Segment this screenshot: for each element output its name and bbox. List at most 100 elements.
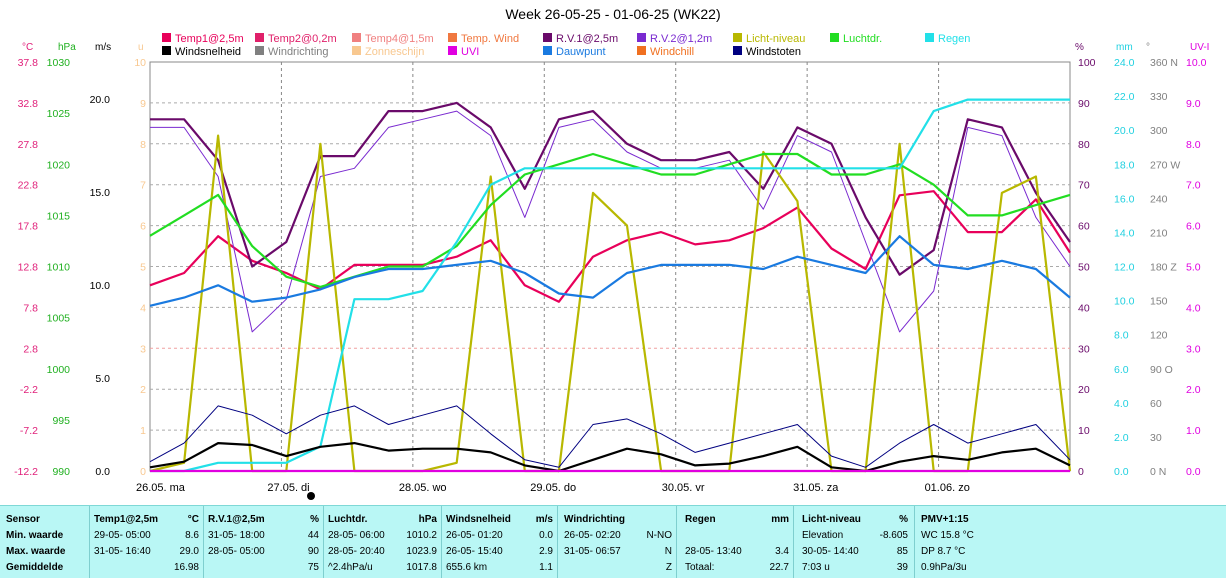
day-label: 01.06. zo xyxy=(925,482,970,494)
axis-tick-dir: 150 xyxy=(1150,296,1168,308)
legend-label: Windsnelheid xyxy=(175,46,241,58)
axis-tick-temp: -7.2 xyxy=(20,425,38,437)
stats-avg-label: Gemiddelde xyxy=(6,562,64,573)
stats-druk-avg: 1017.8 xyxy=(406,562,437,573)
stats-druk-min-time: 28-05- 06:00 xyxy=(328,530,385,541)
axis-tick-rain: 10.0 xyxy=(1114,296,1135,308)
stats-wind-max-time: 26-05- 15:40 xyxy=(446,546,503,557)
axis-unit-temp: °C xyxy=(22,42,33,53)
axis-tick-rain: 8.0 xyxy=(1114,330,1129,342)
stats-temp-col: Temp1@2,5m °C 29-05- 05:00 8.6 31-05- 16… xyxy=(89,506,203,578)
axis-tick-u: 9 xyxy=(140,98,146,110)
axis-tick-u: 5 xyxy=(140,262,146,274)
axis-tick-hum: 70 xyxy=(1078,180,1090,192)
stats-sensor-header: Sensor xyxy=(6,514,40,525)
axis-tick-uvi: 6.0 xyxy=(1186,221,1201,233)
axis-tick-temp: 37.8 xyxy=(18,57,39,69)
axis-tick-dir: 0 N xyxy=(1150,466,1166,478)
stats-druk-max-time: 28-05- 20:40 xyxy=(328,546,385,557)
axis-tick-rain: 16.0 xyxy=(1114,193,1135,205)
stats-regen-total: 22.7 xyxy=(769,562,789,573)
axis-tick-dir: 90 O xyxy=(1150,364,1173,376)
legend-label: UVI xyxy=(461,46,479,58)
weather-chart: Week 26-05-25 - 01-06-25 (WK22) Temp1@2,… xyxy=(14,6,1209,500)
axis-unit-uvi: UV-I xyxy=(1190,42,1209,53)
axis-tick-hum: 80 xyxy=(1078,139,1090,151)
legend-swatch xyxy=(543,33,552,42)
stats-pmv-pressure-trend: 0.9hPa/3u xyxy=(921,562,967,573)
stats-temp-header: Temp1@2,5m xyxy=(94,514,159,525)
axis-tick-uvi: 7.0 xyxy=(1186,180,1201,192)
legend-swatch xyxy=(352,46,361,55)
axis-tick-uvi: 3.0 xyxy=(1186,343,1201,355)
legend-label: Regen xyxy=(938,33,970,45)
legend-swatch xyxy=(162,33,171,42)
axis-tick-temp: -2.2 xyxy=(20,384,38,396)
axis-tick-rain: 0.0 xyxy=(1114,466,1129,478)
legend-label: Dauwpunt xyxy=(556,46,606,58)
stats-regen-header: Regen xyxy=(685,514,716,525)
axis-tick-dir: 120 xyxy=(1150,330,1168,342)
stats-druk-trend: ^2.4hPa/u xyxy=(328,562,373,573)
series-line-luchtdr- xyxy=(149,152,1071,288)
axis-tick-press: 1010 xyxy=(47,262,71,274)
axis-tick-temp: 7.8 xyxy=(23,302,38,314)
stats-licht-elevation-label: Elevation xyxy=(802,530,844,541)
axis-tick-dir: 300 xyxy=(1150,125,1168,137)
legend-label: R.V.2@1,2m xyxy=(650,33,712,45)
stats-wind-min-time: 26-05- 01:20 xyxy=(446,530,503,541)
stats-richting-min-time: 26-05- 02:20 xyxy=(564,530,621,541)
axis-tick-u: 3 xyxy=(140,343,146,355)
axis-tick-hum: 100 xyxy=(1078,57,1096,69)
axis-tick-rain: 6.0 xyxy=(1114,364,1129,376)
stats-licht-unit: % xyxy=(899,514,908,525)
legend-swatch xyxy=(255,46,264,55)
axis-unit-dir: ° xyxy=(1146,42,1150,53)
axis-tick-uvi: 2.0 xyxy=(1186,384,1201,396)
legend-swatch xyxy=(733,46,742,55)
axis-tick-uvi: 9.0 xyxy=(1186,98,1201,110)
axis-tick-temp: 17.8 xyxy=(18,221,39,233)
axis-tick-press: 1025 xyxy=(47,108,71,120)
stats-temp-max: 29.0 xyxy=(179,546,199,557)
stats-licht-max-time: 30-05- 14:40 xyxy=(802,546,859,557)
axis-tick-uvi: 0.0 xyxy=(1186,466,1201,478)
stats-pmv-header: PMV+1:15 xyxy=(921,514,969,525)
current-day-marker xyxy=(307,492,315,500)
stats-temp-avg: 16.98 xyxy=(173,562,199,573)
stats-rv-avg: 75 xyxy=(307,562,319,573)
axis-tick-u: 7 xyxy=(140,180,146,192)
stats-regen-total-label: Totaal: xyxy=(685,562,715,573)
axis-tick-rain: 24.0 xyxy=(1114,57,1135,69)
axis-unit-rain: mm xyxy=(1116,42,1133,53)
axis-unit-press: hPa xyxy=(58,42,76,53)
axis-tick-rain: 12.0 xyxy=(1114,262,1135,274)
axis-tick-press: 1030 xyxy=(47,57,71,69)
day-labels: 26.05. ma 27.05. di 28.05. wo 29.05. do 30.0… xyxy=(136,482,970,494)
stats-regen-col: Regen mm 28-05- 13:40 3.4 Totaal: 22.7 xyxy=(676,506,793,578)
stats-rv-min-time: 31-05- 18:00 xyxy=(208,530,265,541)
axis-tick-u: 10 xyxy=(134,57,146,69)
stats-wind-avg: 1.1 xyxy=(539,562,553,573)
axis-tick-wind: 10.0 xyxy=(90,280,111,292)
legend-swatch xyxy=(543,46,552,55)
axis-tick-hum: 60 xyxy=(1078,221,1090,233)
stats-licht-col: Licht-niveau % Elevation -8.605 30-05- 1… xyxy=(793,506,914,578)
axis-tick-press: 1005 xyxy=(47,313,71,325)
day-label: 26.05. ma xyxy=(136,482,186,494)
legend-swatch xyxy=(448,33,457,42)
axis-tick-press: 1020 xyxy=(47,159,71,171)
axis-tick-wind: 15.0 xyxy=(90,187,111,199)
axis-tick-wind: 0.0 xyxy=(95,466,110,478)
stats-druk-header: Luchtdr. xyxy=(328,514,368,525)
stats-regen-max: 3.4 xyxy=(775,546,789,557)
axis-tick-wind: 20.0 xyxy=(90,94,111,106)
stats-richting-max-time: 31-05- 06:57 xyxy=(564,546,621,557)
legend-label: Windchill xyxy=(650,46,694,58)
axis-tick-rain: 4.0 xyxy=(1114,398,1129,410)
stats-rv-header: R.V.1@2,5m xyxy=(208,514,265,525)
legend-swatch xyxy=(162,46,171,55)
series-line-licht-niveau xyxy=(149,134,1072,473)
axis-tick-dir: 60 xyxy=(1150,398,1162,410)
legend-label: Temp4@1,5m xyxy=(365,33,434,45)
